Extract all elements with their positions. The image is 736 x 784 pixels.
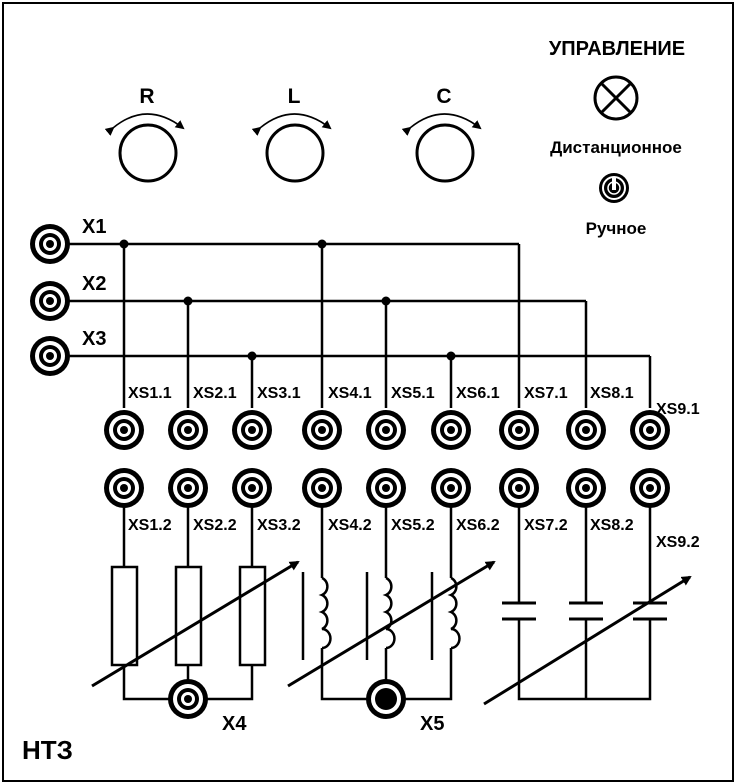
- rotate-arrow-icon: [401, 113, 482, 136]
- socket-bottom-2[interactable]: [168, 468, 208, 508]
- socket-label: XS2.2: [193, 517, 237, 534]
- knob-label: L: [288, 85, 301, 108]
- capacitor-bank: [483, 575, 692, 706]
- indicator-lamp-icon: [593, 75, 639, 121]
- terminal-label: X2: [82, 273, 106, 295]
- resistor-icon: [174, 565, 203, 667]
- socket-bottom-3[interactable]: [232, 468, 272, 508]
- variable-arrow-icon: [483, 575, 692, 706]
- socket-bottom-5[interactable]: [366, 468, 406, 508]
- capacitor-icon: [633, 601, 667, 621]
- socket-label: XS7.1: [524, 385, 568, 402]
- terminal-x4[interactable]: X4: [168, 679, 247, 735]
- socket-top-1[interactable]: [104, 410, 144, 450]
- socket-label: XS6.1: [456, 385, 500, 402]
- socket-label: XS8.1: [590, 385, 634, 402]
- capacitor-icon: [569, 601, 603, 621]
- socket-label: XS9.2: [656, 534, 700, 551]
- terminal-x3[interactable]: X3: [30, 328, 106, 376]
- socket-bottom-6[interactable]: [431, 468, 471, 508]
- rotate-arrow-icon: [251, 113, 332, 136]
- socket-label: XS8.2: [590, 517, 634, 534]
- socket-top-9[interactable]: [630, 410, 670, 450]
- knob-l[interactable]: L: [251, 85, 332, 183]
- knob-r[interactable]: R: [104, 85, 185, 183]
- terminal-label: X4: [222, 713, 247, 735]
- inductor-bank: [287, 560, 496, 688]
- socket-label: XS3.1: [257, 385, 301, 402]
- resistor-icon: [238, 565, 267, 667]
- socket-label: XS4.1: [328, 385, 372, 402]
- socket-label: XS2.1: [193, 385, 237, 402]
- terminal-label: X1: [82, 216, 106, 238]
- socket-bottom-7[interactable]: [499, 468, 539, 508]
- capacitor-icon: [502, 601, 536, 621]
- bus-wires: [68, 242, 652, 408]
- terminal-x2[interactable]: X2: [30, 273, 106, 321]
- inductor-icon: [301, 572, 332, 660]
- socket-top-2[interactable]: [168, 410, 208, 450]
- socket-top-5[interactable]: [366, 410, 406, 450]
- socket-label: XS4.2: [328, 517, 372, 534]
- socket-label: XS5.1: [391, 385, 435, 402]
- socket-label: XS9.1: [656, 401, 700, 418]
- socket-label: XS7.2: [524, 517, 568, 534]
- terminal-label: X3: [82, 328, 106, 350]
- socket-top-4[interactable]: [302, 410, 342, 450]
- knob-label: C: [436, 85, 451, 108]
- socket-label: XS1.2: [128, 517, 172, 534]
- socket-label: XS3.2: [257, 517, 301, 534]
- socket-label: XS6.2: [456, 517, 500, 534]
- socket-grid: [104, 410, 670, 508]
- socket-labels-top: XS1.1 XS2.1 XS3.1 XS4.1 XS5.1 XS6.1 XS7.…: [128, 385, 700, 418]
- control-title: УПРАВЛЕНИЕ: [549, 38, 685, 60]
- socket-top-6[interactable]: [431, 410, 471, 450]
- terminal-label: X5: [420, 713, 444, 735]
- socket-bottom-4[interactable]: [302, 468, 342, 508]
- socket-bottom-1[interactable]: [104, 468, 144, 508]
- mode-switch-icon[interactable]: [599, 173, 629, 203]
- terminal-x5[interactable]: X5: [366, 679, 444, 735]
- junction-dots: [119, 239, 456, 361]
- mode-remote-label: Дистанционное: [550, 138, 682, 157]
- knob-dial[interactable]: [265, 123, 325, 183]
- socket-bottom-9[interactable]: [630, 468, 670, 508]
- socket-label: XS1.1: [128, 385, 172, 402]
- socket-label: XS5.2: [391, 517, 435, 534]
- terminal-x1[interactable]: X1: [30, 216, 106, 264]
- mode-manual-label: Ручное: [586, 219, 647, 238]
- socket-labels-bottom: XS1.2 XS2.2 XS3.2 XS4.2 XS5.2 XS6.2 XS7.…: [128, 517, 700, 551]
- socket-top-8[interactable]: [566, 410, 606, 450]
- resistor-icon: [110, 565, 139, 667]
- resistor-bank: [91, 560, 300, 688]
- knob-c[interactable]: C: [401, 85, 482, 183]
- variable-arrow-icon: [287, 560, 496, 688]
- knob-label: R: [139, 85, 154, 108]
- rotate-arrow-icon: [104, 113, 185, 136]
- socket-bottom-8[interactable]: [566, 468, 606, 508]
- inductor-icon: [365, 572, 396, 660]
- inductor-icon: [430, 572, 461, 660]
- variable-arrow-icon: [91, 560, 300, 688]
- socket-top-3[interactable]: [232, 410, 272, 450]
- socket-top-7[interactable]: [499, 410, 539, 450]
- brand-label: НТЗ: [22, 735, 73, 765]
- knob-dial[interactable]: [415, 123, 475, 183]
- knob-dial[interactable]: [118, 123, 178, 183]
